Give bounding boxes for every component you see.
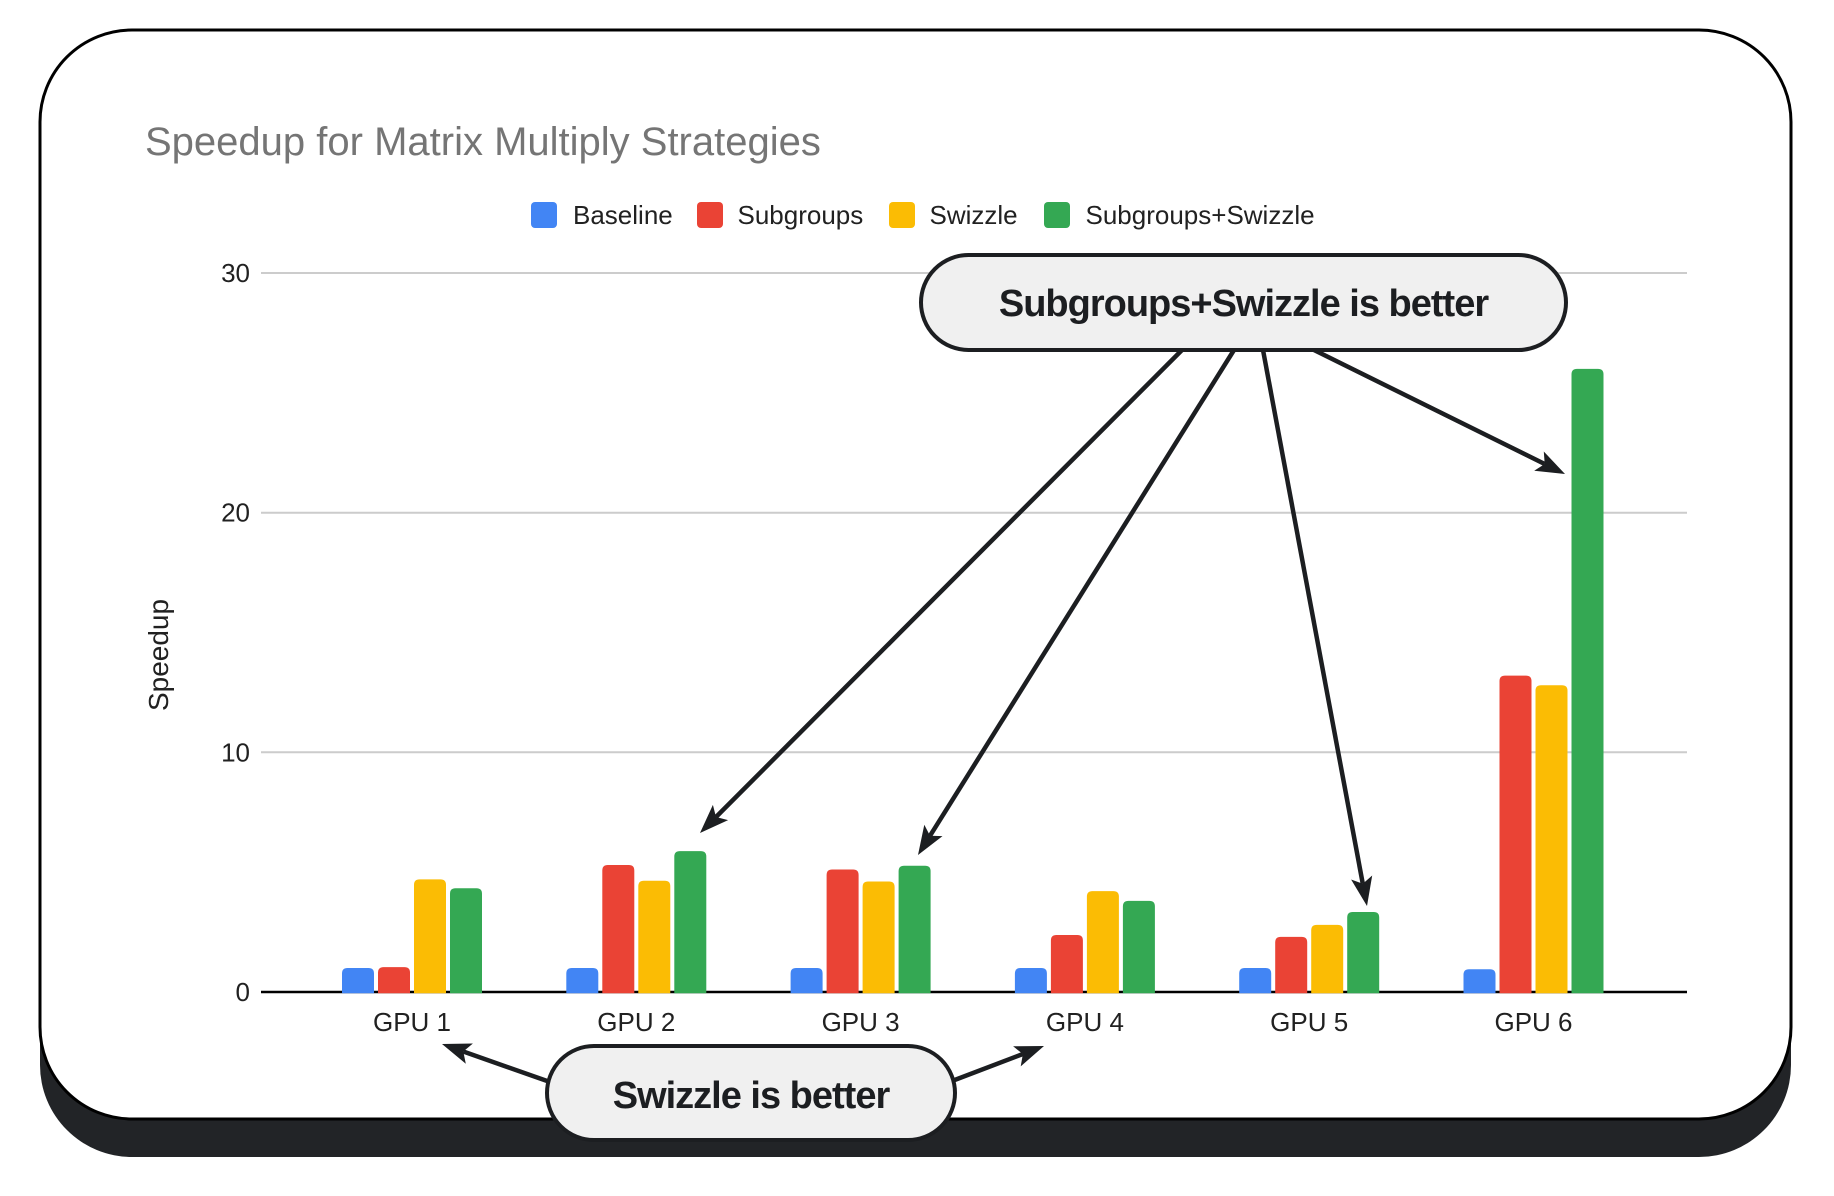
- svg-text:Speedup for Matrix Multiply St: Speedup for Matrix Multiply Strategies: [145, 120, 821, 164]
- svg-text:Swizzle is better: Swizzle is better: [613, 1075, 891, 1117]
- svg-text:Speedup: Speedup: [143, 599, 174, 711]
- svg-text:GPU 4: GPU 4: [1046, 1007, 1124, 1037]
- svg-text:GPU 1: GPU 1: [373, 1007, 451, 1037]
- svg-text:Subgroups+Swizzle: Subgroups+Swizzle: [1086, 200, 1315, 230]
- svg-text:Baseline: Baseline: [573, 200, 673, 230]
- svg-text:20: 20: [221, 498, 250, 528]
- svg-text:10: 10: [221, 737, 250, 767]
- svg-text:GPU 5: GPU 5: [1270, 1007, 1348, 1037]
- svg-text:0: 0: [236, 977, 250, 1007]
- svg-text:GPU 6: GPU 6: [1494, 1007, 1572, 1037]
- svg-text:Subgroups: Subgroups: [738, 200, 864, 230]
- svg-text:Swizzle: Swizzle: [930, 200, 1018, 230]
- svg-text:GPU 3: GPU 3: [822, 1007, 900, 1037]
- svg-text:GPU 2: GPU 2: [597, 1007, 675, 1037]
- svg-text:Subgroups+Swizzle is better: Subgroups+Swizzle is better: [999, 283, 1489, 325]
- svg-text:30: 30: [221, 258, 250, 288]
